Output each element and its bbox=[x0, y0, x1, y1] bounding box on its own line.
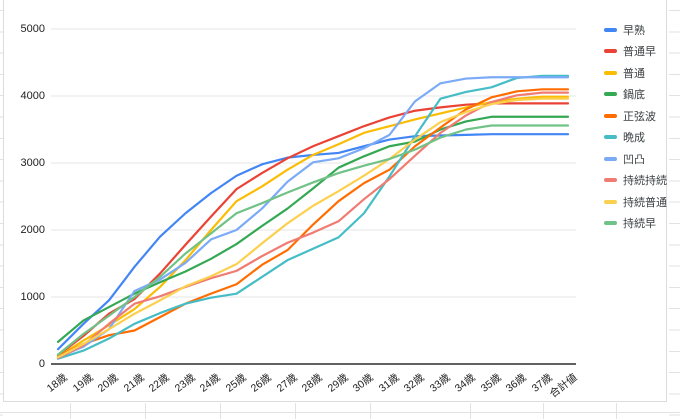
series-line-5 bbox=[56, 74, 570, 360]
legend-swatch-icon bbox=[604, 49, 617, 54]
legend-item-6[interactable]: 凹凸 bbox=[604, 148, 680, 170]
legend-item-9[interactable]: 持続早 bbox=[604, 213, 680, 235]
legend-label: 早熟 bbox=[623, 24, 645, 37]
series-line-4 bbox=[56, 88, 570, 358]
spreadsheet-column-gridline bbox=[145, 403, 146, 419]
legend-label: 鍋底 bbox=[623, 89, 645, 102]
legend-item-7[interactable]: 持続持続 bbox=[604, 170, 680, 192]
y-axis-tick-label: 5000 bbox=[20, 23, 45, 35]
legend-item-3[interactable]: 鍋底 bbox=[604, 84, 680, 106]
series-line-6 bbox=[56, 76, 570, 359]
spreadsheet-row-gridlines-left bbox=[0, 10, 3, 419]
spreadsheet-column-gridline bbox=[370, 403, 371, 419]
y-axis-tick-label: 4000 bbox=[20, 90, 45, 102]
spreadsheet-column-gridline bbox=[70, 403, 71, 419]
spreadsheet-column-gridline bbox=[616, 403, 617, 419]
legend-item-4[interactable]: 正弦波 bbox=[604, 105, 680, 127]
line-chart-canvas bbox=[51, 28, 576, 365]
legend-label: 普通早 bbox=[623, 46, 656, 59]
legend-label: 凹凸 bbox=[623, 153, 645, 166]
legend-swatch-icon bbox=[604, 221, 617, 226]
spreadsheet-row-gridlines-right bbox=[669, 10, 680, 419]
legend-label: 持続早 bbox=[623, 218, 656, 231]
legend-item-0[interactable]: 早熟 bbox=[604, 19, 680, 41]
y-axis-tick-label: 0 bbox=[38, 358, 45, 370]
spreadsheet-column-gridline bbox=[220, 403, 221, 419]
legend-swatch-icon bbox=[604, 156, 617, 161]
series-line-2 bbox=[56, 95, 570, 358]
spreadsheet-column-gridline bbox=[295, 403, 296, 419]
legend-label: 持続普通 bbox=[623, 196, 667, 209]
legend-item-2[interactable]: 普通 bbox=[604, 62, 680, 84]
legend-swatch-icon bbox=[604, 27, 617, 32]
y-axis-tick-label: 2000 bbox=[20, 224, 45, 236]
legend-label: 晩成 bbox=[623, 132, 645, 145]
legend-item-5[interactable]: 晩成 bbox=[604, 127, 680, 149]
legend-label: 正弦波 bbox=[623, 110, 656, 123]
y-axis-tick-label: 3000 bbox=[20, 157, 45, 169]
series-line-1 bbox=[56, 102, 570, 357]
legend-item-8[interactable]: 持続普通 bbox=[604, 191, 680, 213]
series-line-8 bbox=[56, 97, 570, 359]
spreadsheet-row-gridline-bottom bbox=[0, 412, 680, 413]
chart-object[interactable]: 0 1000 2000 3000 4000 5000 18歳 19歳 20歳 21歳 22歳 23歳… bbox=[3, 0, 667, 402]
legend-swatch-icon bbox=[604, 199, 617, 204]
spreadsheet-column-gridline bbox=[470, 403, 471, 419]
legend-swatch-icon bbox=[604, 113, 617, 118]
chart-legend: 早熟普通早普通鍋底正弦波晩成凹凸持続持続持続普通持続早 bbox=[604, 19, 680, 234]
legend-swatch-icon bbox=[604, 178, 617, 183]
series-line-0 bbox=[56, 133, 570, 351]
y-axis-tick-label: 1000 bbox=[20, 291, 45, 303]
legend-swatch-icon bbox=[604, 92, 617, 97]
legend-label: 普通 bbox=[623, 67, 645, 80]
legend-swatch-icon bbox=[604, 135, 617, 140]
spreadsheet-column-gridline bbox=[543, 403, 544, 419]
legend-label: 持続持続 bbox=[623, 175, 667, 188]
legend-item-1[interactable]: 普通早 bbox=[604, 41, 680, 63]
series-line-9 bbox=[56, 124, 570, 356]
legend-swatch-icon bbox=[604, 70, 617, 75]
